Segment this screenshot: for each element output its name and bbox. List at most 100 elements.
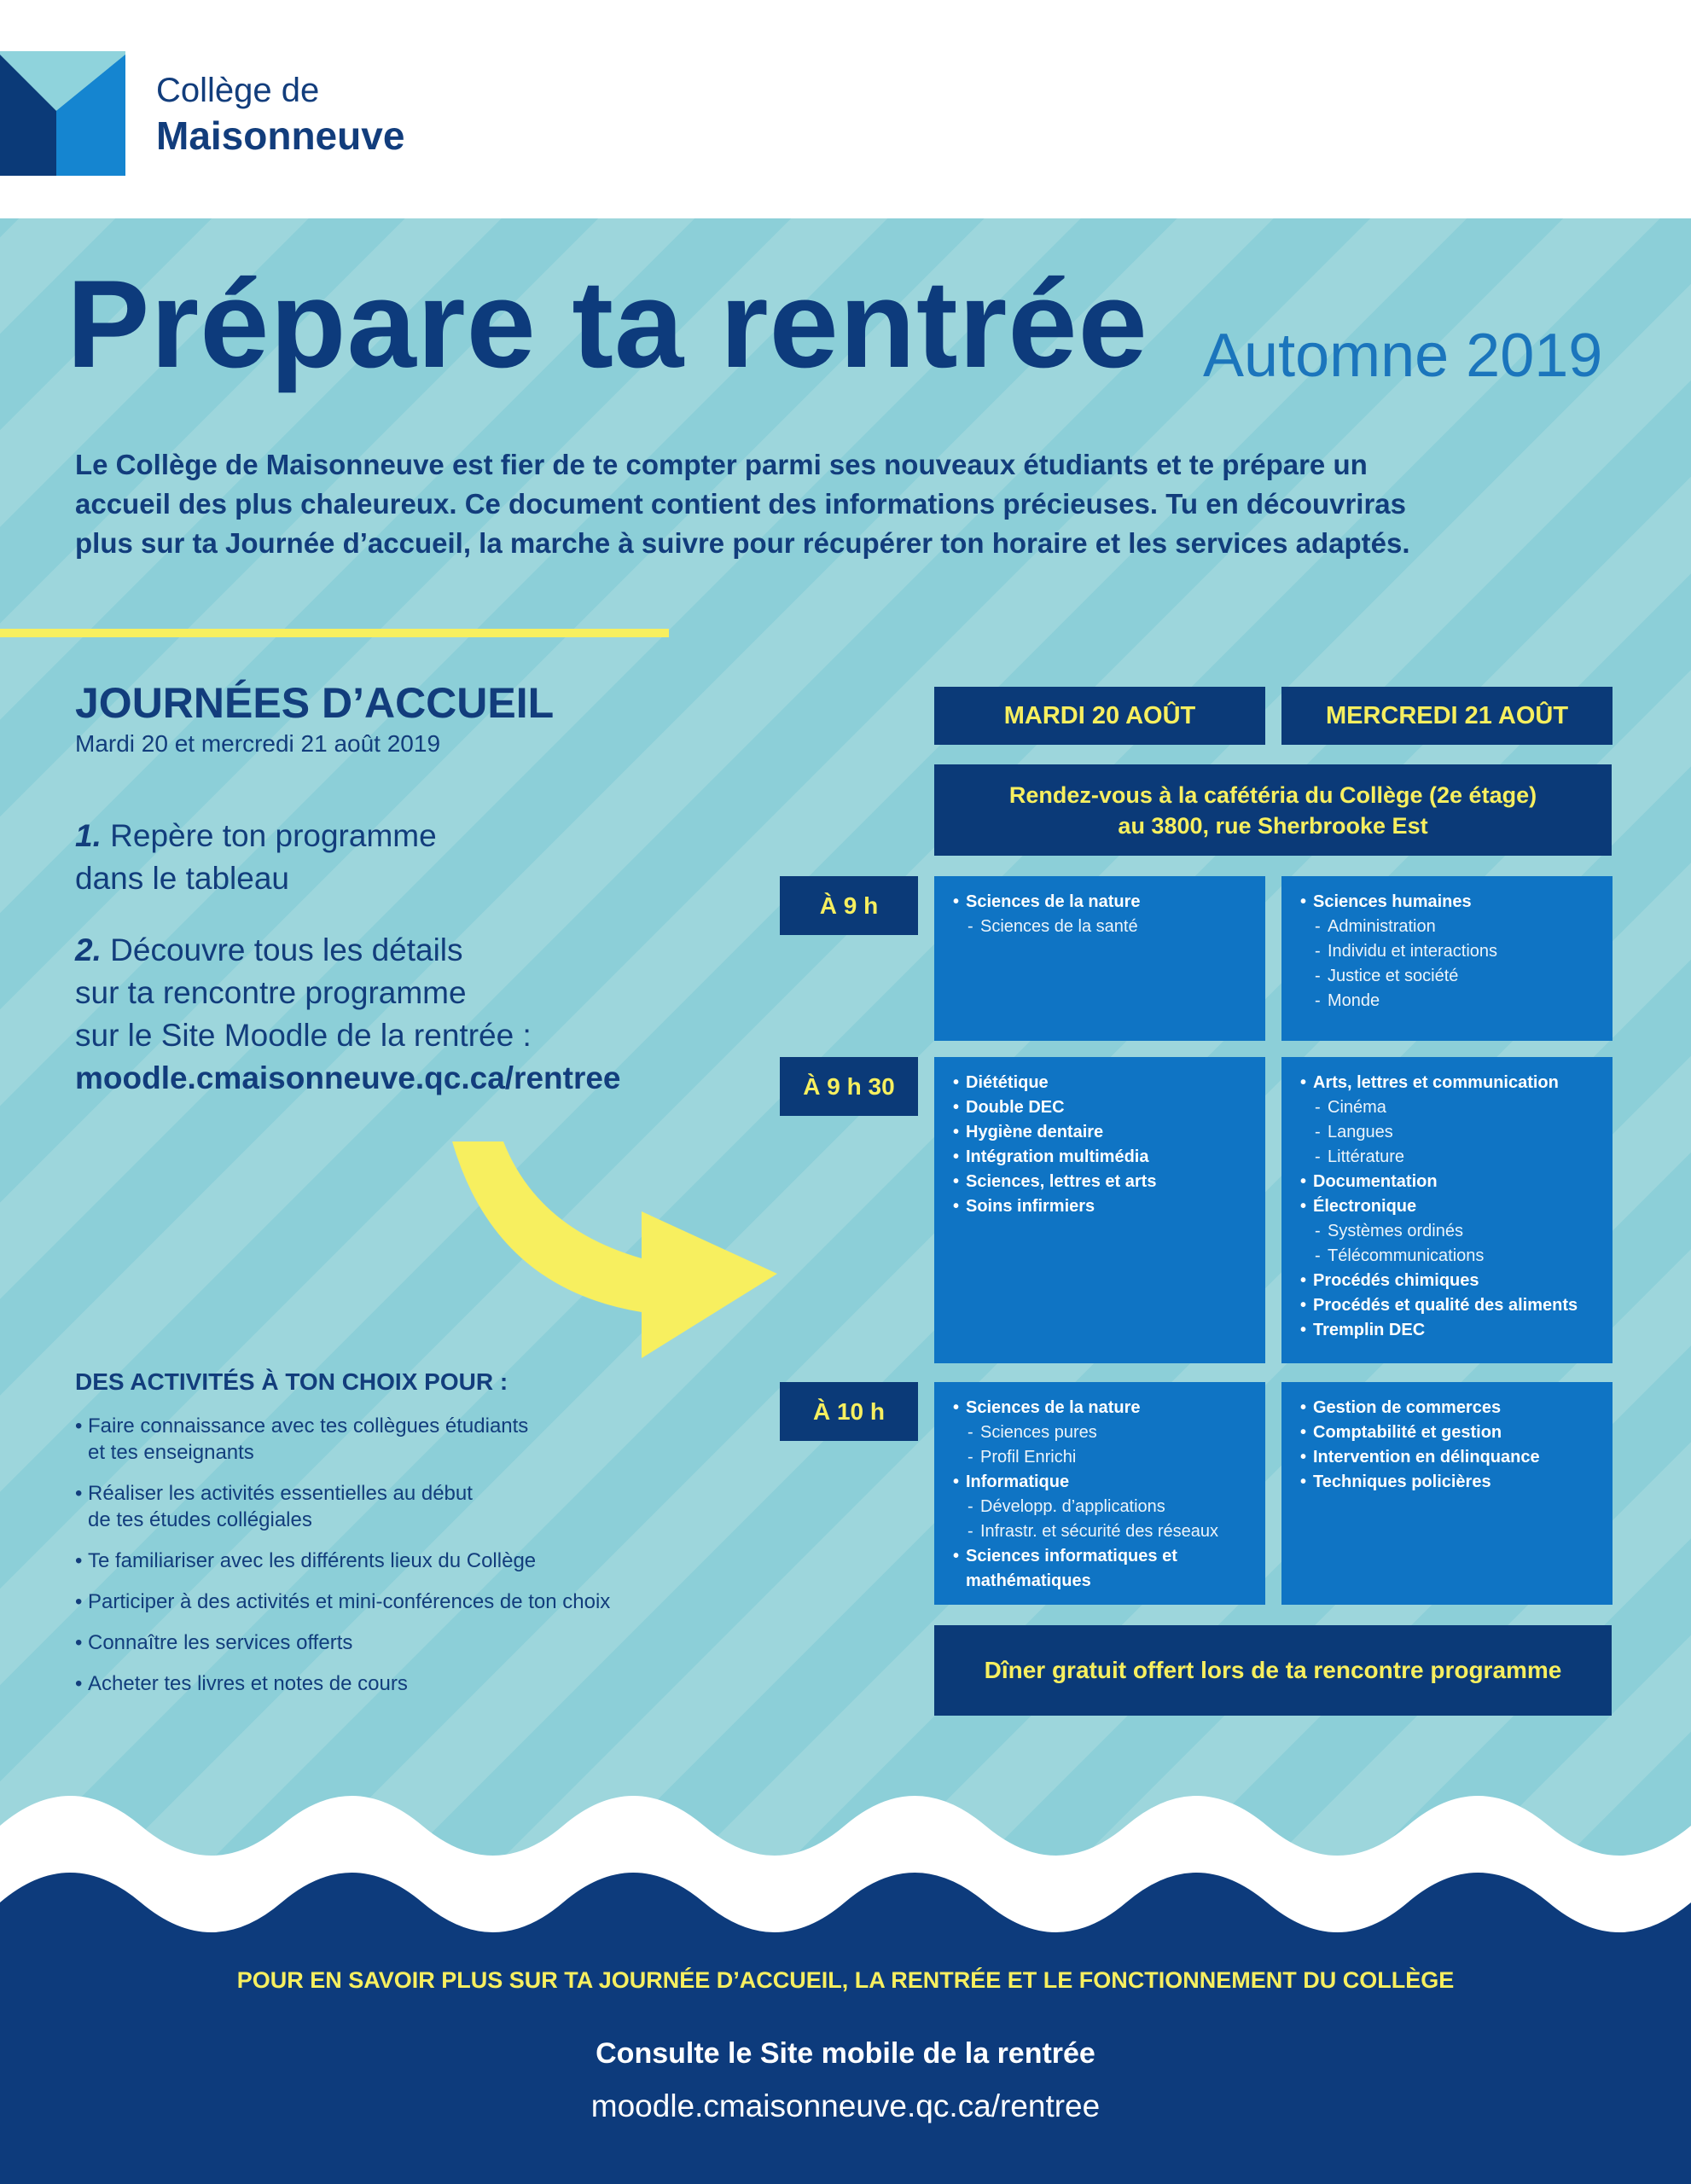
step-line: 2. Découvre tous les détails: [75, 929, 621, 972]
step-number: 2.: [75, 932, 102, 967]
logo-text: Collège de: [156, 72, 320, 109]
program-list: Arts, lettres et communicationCinémaLang…: [1300, 1071, 1604, 1343]
step-link: moodle.cmaisonneuve.qc.ca/rentree: [75, 1060, 621, 1095]
activity-item: Participer à des activités et mini-confé…: [75, 1589, 610, 1615]
activity-item: Connaître les services offerts: [75, 1629, 610, 1656]
program: Électronique: [1300, 1194, 1604, 1219]
program: Informatique: [953, 1470, 1257, 1495]
activity-line: Acheter tes livres et notes de cours: [88, 1672, 408, 1695]
section-dates: Mardi 20 et mercredi 21 août 2019: [75, 730, 441, 757]
logo: [0, 51, 125, 176]
step-line: dans le tableau: [75, 857, 437, 900]
program: Intégration multimédia: [953, 1145, 1257, 1170]
step: 2. Découvre tous les détails sur ta renco…: [75, 929, 621, 1100]
program-cell: Sciences humainesAdministrationIndividu …: [1281, 876, 1613, 1041]
program-cell: Gestion de commercesComptabilité et gest…: [1281, 1382, 1613, 1605]
intro-line: accueil des plus chaleureux. Ce document…: [75, 488, 1407, 520]
program-option: Monde: [1300, 989, 1604, 1014]
activity-line: Te familiariser avec les différents lieu…: [88, 1549, 537, 1572]
logo-text: Maisonneuve: [156, 113, 405, 158]
activity-item: Réaliser les activités essentielles au d…: [75, 1480, 610, 1533]
footer-cta: Consulte le Site mobile de la rentrée: [596, 2037, 1095, 2070]
divider: [0, 629, 669, 637]
intro-line: Le Collège de Maisonneuve est fier de te…: [75, 449, 1368, 480]
meeting-line: Rendez-vous à la cafétéria du Collège (2…: [1008, 781, 1537, 808]
program: Comptabilité et gestion: [1300, 1420, 1604, 1445]
program: Tremplin DEC: [1300, 1318, 1604, 1343]
activity-item: Acheter tes livres et notes de cours: [75, 1670, 610, 1697]
program: Gestion de commerces: [1300, 1396, 1604, 1420]
activity-item: Faire connaissance avec tes collègues ét…: [75, 1413, 610, 1466]
program-option: Infrastr. et sécurité des réseaux: [953, 1519, 1257, 1544]
day-header: MARDI 20 AOÛT: [934, 687, 1265, 745]
time-label: À 9 h: [780, 876, 918, 935]
meeting-box: Rendez-vous à la cafétéria du Collège (2…: [934, 764, 1612, 856]
step-text: sur ta rencontre programme: [75, 975, 467, 1010]
day-header: MERCREDI 21 AOÛT: [1281, 687, 1613, 745]
program: Sciences humaines: [1300, 890, 1604, 915]
program: Double DEC: [953, 1095, 1257, 1120]
time-label: À 10 h: [780, 1382, 918, 1441]
program: Arts, lettres et communication: [1300, 1071, 1604, 1095]
activity-item: Te familiariser avec les différents lieu…: [75, 1548, 610, 1574]
subtitle: Automne 2019: [1203, 322, 1603, 390]
program: Hygiène dentaire: [953, 1120, 1257, 1145]
program: Soins infirmiers: [953, 1194, 1257, 1219]
program: Documentation: [1300, 1170, 1604, 1194]
program-cell: Sciences de la natureSciences de la sant…: [934, 876, 1265, 1041]
arrow: [452, 1141, 777, 1358]
program-option: Littérature: [1300, 1145, 1604, 1170]
waves: [0, 1796, 1691, 2184]
meeting-line: au 3800, rue Sherbrooke Est: [1118, 812, 1428, 839]
program-option: Individu et interactions: [1300, 939, 1604, 964]
program-list: Sciences de la natureSciences de la sant…: [953, 890, 1257, 939]
step-line: sur ta rencontre programme: [75, 972, 621, 1014]
program-cell: Arts, lettres et communicationCinémaLang…: [1281, 1057, 1613, 1363]
step: 1. Repère ton programme dans le tableau: [75, 815, 437, 900]
program: Procédés et qualité des aliments: [1300, 1293, 1604, 1318]
program-option: Systèmes ordinés: [1300, 1219, 1604, 1244]
time-label: À 9 h 30: [780, 1057, 918, 1116]
program: Sciences de la nature: [953, 890, 1257, 915]
program: Intervention en délinquance: [1300, 1445, 1604, 1470]
program-list: Sciences de la natureSciences puresProfi…: [953, 1396, 1257, 1594]
activity-line: Faire connaissance avec tes collègues ét…: [88, 1414, 529, 1438]
program-option: Sciences de la santé: [953, 915, 1257, 939]
activity-line: Connaître les services offerts: [88, 1631, 353, 1654]
program-option: Sciences pures: [953, 1420, 1257, 1445]
activities-list: Faire connaissance avec tes collègues ét…: [75, 1413, 610, 1711]
program-cell: Sciences de la natureSciences puresProfi…: [934, 1382, 1265, 1605]
program-option: Cinéma: [1300, 1095, 1604, 1120]
step-line: 1. Repère ton programme: [75, 815, 437, 857]
program-option: Langues: [1300, 1120, 1604, 1145]
program-option: Profil Enrichi: [953, 1445, 1257, 1470]
program-list: DiététiqueDouble DECHygiène dentaireInté…: [953, 1071, 1257, 1219]
step-number: 1.: [75, 818, 102, 853]
program-option: Administration: [1300, 915, 1604, 939]
activities-title: DES ACTIVITÉS À TON CHOIX POUR :: [75, 1368, 508, 1395]
step-text: dans le tableau: [75, 861, 289, 896]
footer-text: POUR EN SAVOIR PLUS SUR TA JOURNÉE D’ACC…: [236, 1967, 1455, 1993]
intro: Le Collège de Maisonneuve est fier de te…: [75, 445, 1410, 563]
program: Sciences, lettres et arts: [953, 1170, 1257, 1194]
program: Sciences de la nature: [953, 1396, 1257, 1420]
footer-url: moodle.cmaisonneuve.qc.ca/rentree: [590, 2088, 1101, 2123]
step-text: Découvre tous les détails: [110, 932, 463, 967]
program-list: Sciences humainesAdministrationIndividu …: [1300, 890, 1604, 1014]
program-option: Télécommunications: [1300, 1244, 1604, 1269]
program-cell: DiététiqueDouble DECHygiène dentaireInté…: [934, 1057, 1265, 1363]
activity-line: de tes études collégiales: [88, 1508, 312, 1531]
activity-line: et tes enseignants: [88, 1441, 254, 1464]
title: Prépare ta rentrée: [67, 254, 1148, 393]
section-title: JOURNÉES D’ACCUEIL: [75, 679, 555, 727]
lunch-box: Dîner gratuit offert lors de ta rencontr…: [934, 1625, 1612, 1716]
step-text: sur le Site Moodle de la rentrée :: [75, 1018, 532, 1053]
program: Diététique: [953, 1071, 1257, 1095]
program: Sciences informatiques et mathématiques: [953, 1544, 1257, 1594]
activity-line: Participer à des activités et mini-confé…: [88, 1590, 611, 1613]
step-line: sur le Site Moodle de la rentrée :: [75, 1014, 621, 1057]
step-text: Repère ton programme: [110, 818, 437, 853]
